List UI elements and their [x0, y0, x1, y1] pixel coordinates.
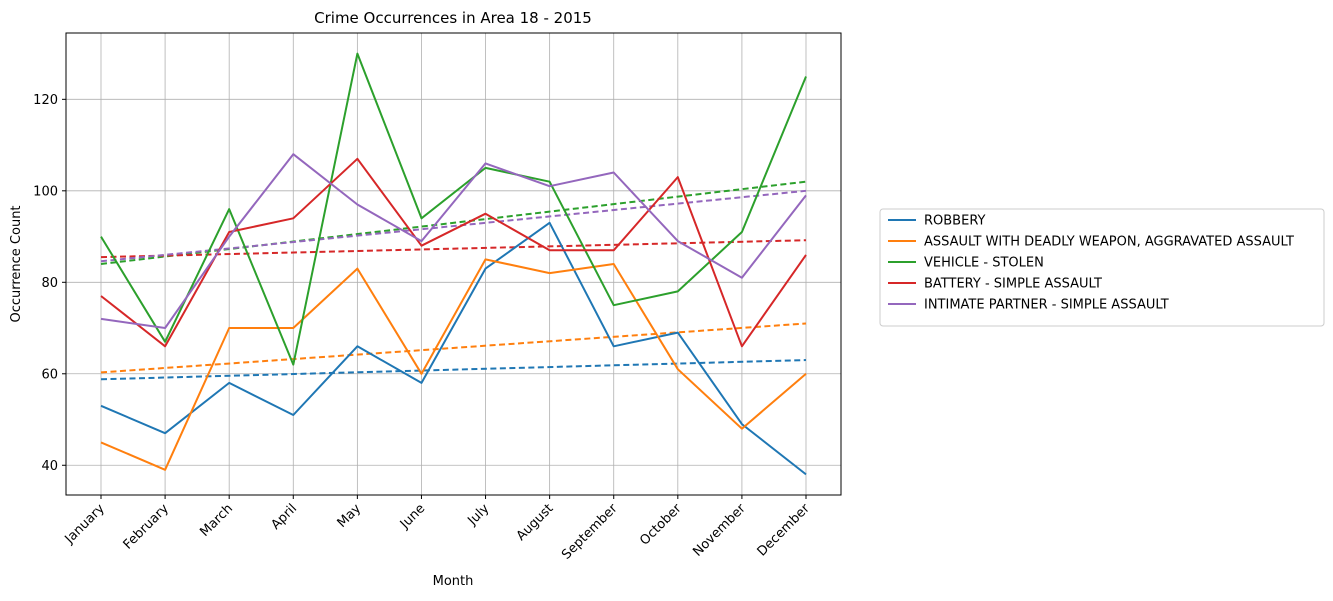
x-tick-label: May [335, 501, 365, 531]
axes: 40 60 80 100 120 January February March April May… [33, 32, 842, 563]
legend-box [879, 208, 1325, 327]
x-tick-label: June [397, 501, 428, 532]
trend-line-assault-with-deadly-weapon-aggravated-assault [100, 322, 807, 374]
x-tick-label: November [690, 501, 749, 560]
series-lines [100, 52, 807, 476]
series-line-robbery [100, 221, 807, 476]
x-tick-label: April [268, 501, 300, 533]
x-tick-label: January [62, 501, 108, 547]
trend-line-robbery [100, 359, 807, 381]
x-tick-label: March [197, 501, 236, 540]
x-tick-label: August [514, 501, 557, 544]
x-tick-label: February [121, 501, 173, 553]
grid [66, 33, 841, 495]
series-line-intimate-partner-simple-assault [100, 153, 807, 329]
plot-frame [65, 32, 842, 496]
y-tick-label: 100 [33, 184, 58, 199]
trend-line-battery-simple-assault [100, 239, 807, 259]
x-tick-label: October [637, 501, 685, 549]
y-tick-label: 60 [41, 367, 58, 382]
series-line-assault-with-deadly-weapon-aggravated-assault [100, 258, 807, 471]
legend: ROBBERY ASSAULT WITH DEADLY WEAPON, AGGRA… [879, 208, 1325, 327]
legend-label-robbery: ROBBERY [924, 214, 986, 229]
y-tick-label: 40 [41, 459, 58, 474]
trend-lines [100, 180, 807, 381]
legend-label-intimate-partner-simple-assault: INTIMATE PARTNER - SIMPLE ASSAULT [924, 298, 1169, 313]
legend-label-vehicle-stolen: VEHICLE - STOLEN [924, 256, 1044, 271]
x-tick-label: December [755, 501, 814, 560]
legend-label-battery-simple-assault: BATTERY - SIMPLE ASSAULT [924, 277, 1102, 292]
x-tick-label: July [465, 501, 493, 529]
y-tick-label: 80 [41, 276, 58, 291]
series-line-vehicle-stolen [100, 52, 807, 366]
x-tick-label: September [559, 501, 621, 563]
legend-label-assault-with-deadly-weapon-aggravated-assault: ASSAULT WITH DEADLY WEAPON, AGGRAVATED A… [924, 235, 1294, 250]
y-axis-label: Occurrence Count [9, 205, 24, 322]
y-tick-label: 120 [33, 93, 58, 108]
chart-title: Crime Occurrences in Area 18 - 2015 [314, 9, 592, 27]
x-axis-label: Month [433, 574, 474, 589]
